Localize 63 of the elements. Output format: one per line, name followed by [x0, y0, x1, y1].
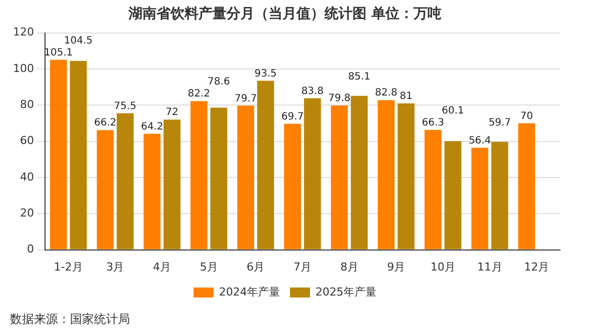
legend-label: 2024年产量: [219, 285, 280, 298]
data-label: 82.2: [188, 88, 210, 100]
bar: [518, 123, 536, 250]
x-tick-label: 3月: [106, 260, 124, 274]
y-tick-label: 100: [12, 62, 34, 75]
data-label: 79.7: [234, 93, 257, 104]
bar: [257, 80, 274, 250]
source-note: 数据来源：国家统计局: [10, 312, 130, 326]
bar: [164, 120, 180, 250]
y-tick-label: 60: [20, 134, 34, 148]
bar: [491, 142, 508, 250]
data-label: 70: [520, 110, 534, 122]
data-label: 82.8: [375, 88, 398, 99]
x-tick-label: 1-2月: [54, 260, 83, 274]
y-tick-label: 80: [20, 98, 34, 111]
data-label: 85.1: [348, 72, 370, 83]
x-tick-label: 4月: [153, 260, 172, 274]
bar: [237, 106, 254, 250]
data-label: 66.3: [422, 118, 444, 128]
bar: [70, 60, 87, 250]
bar: [471, 148, 488, 250]
data-label: 69.7: [281, 111, 304, 122]
x-tick-label: 12月: [524, 260, 550, 274]
x-tick-label: 5月: [200, 260, 218, 274]
bar: [96, 130, 114, 250]
legend-label: 2025年产量: [316, 285, 376, 298]
data-label: 66.2: [94, 118, 116, 129]
bar: [144, 134, 161, 250]
bar: [190, 101, 208, 250]
data-label: 104.5: [64, 35, 93, 46]
bar: [116, 113, 134, 250]
bar: [398, 103, 415, 250]
bar: [304, 98, 321, 250]
bar: [50, 60, 67, 250]
data-label: 93.5: [254, 68, 277, 80]
data-label: 75.5: [114, 100, 136, 112]
x-tick-label: 7月: [294, 260, 312, 274]
chart-title: 湖南省饮料产量分月（当月值）统计图 单位：万吨: [128, 5, 442, 22]
data-label: 59.7: [488, 117, 511, 128]
x-tick-label: 10月: [430, 260, 456, 274]
x-tick-label: 8月: [340, 260, 358, 274]
y-tick-label: 20: [20, 206, 34, 220]
data-label: 60.1: [442, 106, 464, 116]
data-label: 78.6: [208, 76, 230, 88]
bar: [424, 130, 442, 250]
data-label: 83.8: [301, 86, 324, 97]
data-label: 64.2: [140, 121, 164, 132]
y-tick-label: 40: [20, 170, 34, 184]
y-tick-label: 120: [12, 26, 34, 39]
bar: [378, 100, 395, 250]
bar: [444, 141, 462, 250]
x-tick-label: 11月: [477, 260, 502, 274]
data-label: 56.4: [468, 135, 491, 146]
data-label: 79.8: [328, 93, 350, 104]
bar: [350, 96, 368, 250]
data-label: 72: [166, 107, 178, 118]
bar: [284, 124, 302, 250]
data-label: 81: [400, 90, 412, 102]
bar: [210, 108, 228, 250]
x-tick-label: 9月: [387, 260, 406, 274]
bar: [330, 105, 348, 250]
x-tick-label: 6月: [246, 260, 265, 274]
y-tick-label: 0: [26, 242, 34, 256]
